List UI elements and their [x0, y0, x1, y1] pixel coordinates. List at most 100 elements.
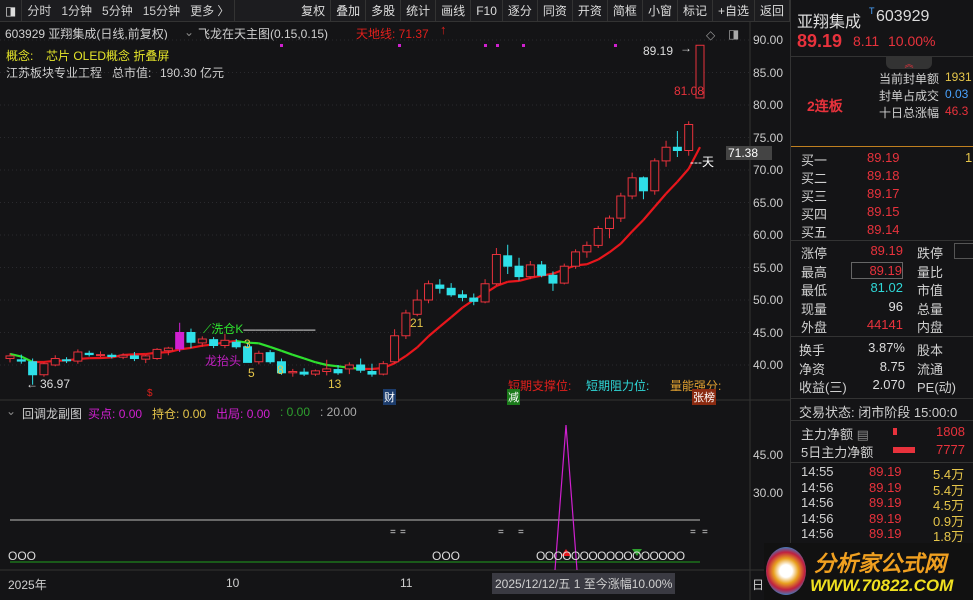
- count-label: 21: [410, 316, 424, 330]
- event-tag[interactable]: 财: [383, 389, 396, 405]
- candle-body: [469, 297, 479, 302]
- stat-value: 44141: [866, 317, 903, 332]
- candle: [491, 248, 501, 286]
- candle: [28, 358, 38, 385]
- candle: [344, 362, 354, 375]
- main-net-bar: [893, 428, 897, 435]
- candle-body: [605, 217, 615, 230]
- toolbar-button[interactable]: 同资: [538, 0, 573, 21]
- sell-arrow-icon: [632, 549, 642, 556]
- candle: [333, 365, 343, 375]
- candle-body: [390, 335, 400, 363]
- ma-segment: [326, 363, 339, 368]
- candle-body: [367, 371, 377, 375]
- label-8108: 81.08: [674, 84, 705, 98]
- toolbar-button[interactable]: +自选: [713, 0, 755, 21]
- tiandi-value: 天地线: 71.37: [356, 27, 429, 41]
- toolbar-button[interactable]: 统计: [401, 0, 437, 21]
- toolbar-button[interactable]: 叠加: [331, 0, 367, 21]
- net5-label: 5日主力净额: [801, 445, 874, 460]
- candle-body: [401, 312, 411, 337]
- net5-bar: [893, 447, 915, 453]
- stat-label: 涨停: [801, 246, 828, 261]
- bid-label: 买二: [801, 171, 828, 186]
- candle: [367, 363, 377, 377]
- ma-segment: [416, 335, 430, 349]
- ma-segment: [303, 357, 316, 364]
- toolbar-buttons: 复权 叠加 多股 统计 画线 F10 逐分 同资 开资 简框 小窗 标记 +自选 返回: [296, 0, 790, 21]
- candle-body: [548, 274, 558, 284]
- candle: [152, 348, 162, 360]
- period-tab[interactable]: 5分钟: [102, 3, 133, 18]
- y-tick: 45.00: [753, 325, 784, 340]
- dropdown-icon[interactable]: ⌄: [184, 25, 195, 39]
- period-button[interactable]: 日: [752, 578, 765, 592]
- toolbar-button[interactable]: 多股: [366, 0, 402, 21]
- candle: [695, 44, 705, 99]
- toolbar-button[interactable]: 返回: [755, 0, 790, 21]
- buy-value: 0.00: [118, 407, 143, 421]
- toolbar-button[interactable]: 标记: [678, 0, 713, 21]
- tick-volume: 5.4万: [933, 467, 965, 482]
- event-tag[interactable]: 张榜: [692, 389, 716, 405]
- period-tab[interactable]: 1分钟: [61, 3, 93, 18]
- candle: [197, 336, 207, 347]
- toolbar-button[interactable]: 复权: [296, 0, 332, 21]
- sub-exit: 出局: 0.00: [216, 405, 270, 422]
- tick-time: 14:56: [801, 479, 834, 495]
- event-tag[interactable]: 减: [507, 389, 520, 405]
- candle-body: [175, 332, 185, 350]
- limit-down-box: [954, 243, 973, 259]
- toolbar-button[interactable]: 画线: [436, 0, 472, 21]
- sidebar-toggle-icon[interactable]: ◨: [0, 0, 23, 21]
- toolbar-button[interactable]: F10: [471, 0, 503, 21]
- tick-price: 89.19: [869, 495, 902, 510]
- candle: [616, 192, 626, 222]
- toolbar-button[interactable]: 简框: [608, 0, 643, 21]
- tick-time: 14:56: [801, 510, 834, 526]
- candle: [548, 271, 558, 291]
- s-marker: $: [147, 388, 153, 399]
- tick-volume: 4.5万: [933, 498, 965, 513]
- candle: [627, 172, 637, 200]
- toolbar-button[interactable]: 开资: [573, 0, 608, 21]
- period-tab[interactable]: 分时: [27, 3, 52, 18]
- candle: [62, 357, 72, 364]
- indicator-name[interactable]: 飞龙在天主图(0.15,0.15): [198, 27, 329, 41]
- candle-body: [446, 287, 456, 296]
- diamond-icon[interactable]: ◇: [706, 28, 716, 42]
- ma-segment: [530, 274, 542, 280]
- sub-dropdown-icon[interactable]: ⌄: [6, 404, 17, 418]
- candle-body: [288, 371, 298, 374]
- candle-body: [582, 244, 592, 253]
- candle-body: [650, 160, 660, 192]
- stat-label: 收益(三): [799, 380, 847, 395]
- period-tab[interactable]: 15分钟: [142, 3, 181, 18]
- toolbar-button[interactable]: 小窗: [643, 0, 678, 21]
- tick-volume: 1.8万: [933, 529, 965, 544]
- candle-body: [84, 352, 94, 356]
- change: 8.11: [853, 33, 880, 49]
- collapse-icon[interactable]: ︽: [886, 57, 932, 69]
- panel-toggle-icon[interactable]: ◨: [728, 27, 740, 41]
- candle-body: [525, 264, 535, 278]
- sub-title[interactable]: 回调龙副图: [22, 407, 83, 421]
- kline-chart[interactable]: = = = = = =: [0, 22, 790, 600]
- candle-body: [163, 347, 173, 352]
- watermark-logo: 分析家公式网 WWW.70822.COM: [764, 543, 973, 600]
- ma-segment: [315, 361, 327, 367]
- exit-value: 0.00: [246, 407, 271, 421]
- list-icon[interactable]: ▤: [856, 427, 869, 442]
- more-button[interactable]: 更多 〉: [185, 0, 236, 21]
- stat-value: 89.19: [851, 261, 903, 279]
- toolbar-button[interactable]: 逐分: [503, 0, 538, 21]
- signal-dot: [496, 44, 499, 47]
- ma-segment: [687, 146, 701, 170]
- bid-price: 89.17: [867, 186, 900, 201]
- ma-segment: [518, 276, 531, 282]
- candle-body: [129, 355, 139, 359]
- candle: [16, 354, 26, 364]
- streak-badge: 2连板: [807, 98, 843, 114]
- candle-body: [62, 359, 72, 362]
- y-tick: 70.00: [753, 163, 784, 177]
